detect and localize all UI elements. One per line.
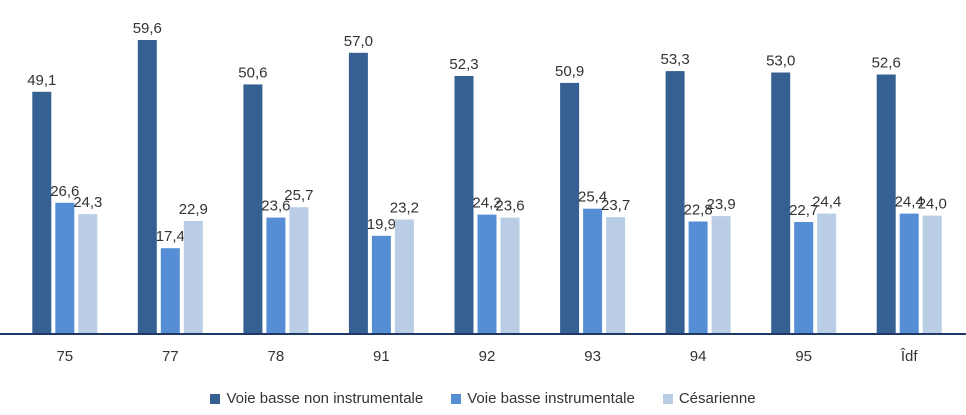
x-tick-label-94: 94 (690, 348, 707, 365)
data-label-series-2-Îdf: 24,4 (895, 194, 924, 211)
bar-series-2-Îdf (899, 213, 919, 334)
bar-series-2-93 (583, 208, 603, 334)
bar-series-3-91 (394, 219, 414, 334)
bar-series-2-94 (688, 221, 708, 334)
data-label-series-1-Îdf: 52,6 (872, 55, 901, 72)
data-label-series-3-78: 25,7 (284, 187, 313, 204)
bar-series-2-78 (266, 217, 286, 334)
bar-series-2-77 (160, 248, 180, 334)
legend-label-series-2: Voie basse instrumentale (467, 390, 635, 407)
data-label-series-1-93: 50,9 (555, 63, 584, 80)
data-label-series-3-93: 23,7 (601, 197, 630, 214)
data-label-series-3-92: 23,6 (495, 198, 524, 215)
data-label-series-3-75: 24,3 (73, 194, 102, 211)
data-label-series-1-75: 49,1 (27, 72, 56, 89)
bar-series-1-94 (665, 71, 685, 334)
data-label-series-2-77: 17,4 (156, 228, 185, 245)
bar-series-2-92 (477, 214, 497, 334)
data-label-series-1-77: 59,6 (133, 20, 162, 37)
bar-series-1-91 (348, 52, 368, 335)
bar-series-3-92 (500, 217, 520, 334)
data-label-series-3-Îdf: 24,0 (918, 196, 947, 213)
bar-series-2-91 (371, 235, 391, 334)
legend: Voie basse non instrumentale Voie basse … (0, 390, 966, 407)
data-label-series-2-75: 26,6 (50, 183, 79, 200)
x-tick-label-93: 93 (584, 348, 601, 365)
bar-series-1-92 (454, 76, 474, 334)
legend-item-series-3: Césarienne (662, 390, 756, 407)
bar-series-1-95 (771, 72, 791, 334)
data-label-series-1-95: 53,0 (766, 53, 795, 70)
data-label-series-2-91: 19,9 (367, 216, 396, 233)
bar-series-1-75 (32, 91, 52, 334)
legend-swatch-series-1 (210, 393, 221, 404)
bar-series-3-94 (711, 216, 731, 334)
data-label-series-2-92: 24,2 (472, 195, 501, 212)
legend-swatch-series-2 (451, 393, 462, 404)
bar-series-3-Îdf (922, 215, 942, 334)
bar-series-3-95 (817, 213, 837, 334)
legend-label-series-3: Césarienne (678, 390, 756, 407)
legend-item-series-2: Voie basse instrumentale (451, 390, 635, 407)
data-label-series-2-78: 23,6 (261, 198, 290, 215)
data-label-series-1-78: 50,6 (238, 64, 267, 81)
bar-series-1-78 (243, 84, 263, 335)
bar-series-3-93 (606, 217, 626, 334)
data-label-series-1-91: 57,0 (344, 33, 373, 50)
legend-swatch-series-3 (662, 393, 673, 404)
bar-series-3-78 (289, 207, 309, 334)
x-tick-label-77: 77 (162, 348, 179, 365)
bar-series-1-Îdf (876, 74, 896, 334)
data-label-series-3-94: 23,9 (706, 196, 735, 213)
legend-item-series-1: Voie basse non instrumentale (210, 390, 423, 407)
x-tick-label-91: 91 (373, 348, 390, 365)
data-label-series-2-95: 22,7 (789, 202, 818, 219)
data-label-series-1-92: 52,3 (449, 56, 478, 73)
bar-series-1-77 (137, 40, 157, 334)
bar-series-3-75 (78, 214, 98, 334)
bar-series-2-75 (55, 202, 75, 334)
x-tick-label-92: 92 (479, 348, 496, 365)
x-tick-label-75: 75 (56, 348, 73, 365)
x-tick-label-95: 95 (795, 348, 812, 365)
x-tick-label-78: 78 (268, 348, 285, 365)
data-label-series-2-94: 22,8 (683, 202, 712, 219)
data-label-series-3-91: 23,2 (390, 200, 419, 217)
x-tick-label-Îdf: Îdf (900, 348, 919, 365)
data-label-series-1-94: 53,3 (660, 51, 689, 68)
data-label-series-3-77: 22,9 (179, 201, 208, 218)
bar-series-1-93 (560, 82, 580, 335)
data-label-series-3-95: 24,4 (812, 194, 841, 211)
legend-label-series-1: Voie basse non instrumentale (226, 390, 424, 407)
bar-series-3-77 (183, 221, 203, 334)
bar-series-2-95 (794, 222, 814, 334)
data-label-series-2-93: 25,4 (578, 189, 607, 206)
